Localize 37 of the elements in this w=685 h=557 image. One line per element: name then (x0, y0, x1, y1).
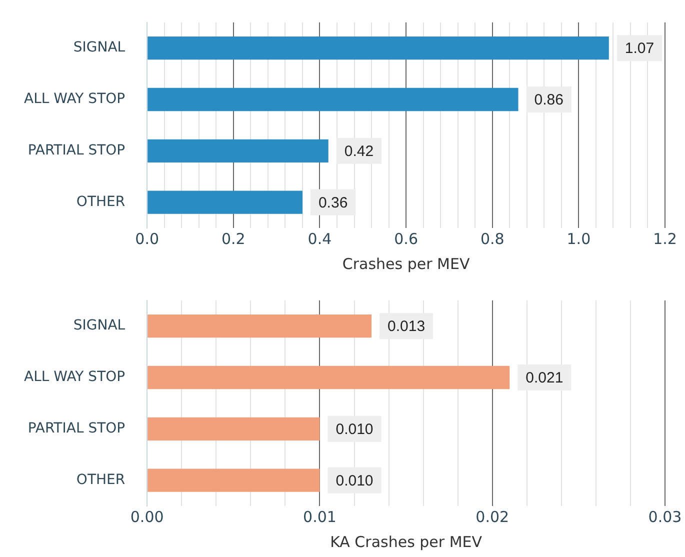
y-tick-label: OTHER (76, 472, 126, 488)
text: 0.36 (318, 194, 348, 212)
y-tick-label: ALL WAY STOP (24, 369, 126, 386)
bar (148, 190, 302, 214)
bar (148, 139, 328, 162)
x-tick-label: 0.03 (648, 508, 682, 526)
x-tick-label: 1.2 (653, 230, 677, 248)
x-tick-label: 0.0 (135, 230, 160, 248)
y-tick-label: PARTIAL STOP (28, 420, 126, 437)
bar (148, 417, 320, 440)
x-tick-label: 0.8 (480, 230, 504, 248)
y-tick-label: PARTIAL STOP (28, 142, 126, 159)
x-tick-label: 0.4 (308, 230, 332, 248)
y-tick-label: SIGNAL (73, 318, 126, 334)
x-tick-label: 0.00 (130, 508, 164, 526)
y-tick-label: OTHER (76, 194, 126, 210)
text: 0.42 (344, 143, 374, 160)
x-tick-label: 1.0 (566, 230, 591, 248)
x-tick-label: 0.6 (394, 230, 418, 248)
y-tick-label: ALL WAY STOP (24, 91, 126, 108)
y-tick-label: SIGNAL (73, 40, 126, 56)
text: 0.86 (534, 92, 564, 109)
x-tick-label: 0.02 (476, 508, 510, 526)
x-tick-label: 0.01 (303, 508, 336, 526)
x-axis-title: KA Crashes per MEV (330, 532, 483, 551)
bar (148, 88, 518, 112)
text: 1.07 (624, 40, 654, 58)
text: 0.013 (388, 318, 426, 336)
bar (148, 366, 510, 390)
bar (148, 468, 320, 492)
text: 0.010 (336, 421, 374, 438)
x-axis-title: Crashes per MEV (342, 254, 470, 273)
x-tick-label: 0.2 (221, 230, 246, 248)
text: 0.010 (336, 472, 374, 490)
bar (148, 36, 609, 60)
text: 0.021 (526, 370, 564, 387)
bar (148, 314, 372, 338)
